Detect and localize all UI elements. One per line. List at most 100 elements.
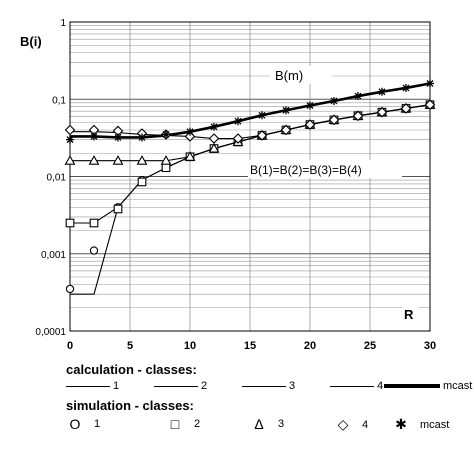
legend-simulation-title: simulation - classes: [66, 398, 194, 413]
x-tick-label: 10 [184, 340, 196, 352]
sim-point-2 [137, 177, 147, 187]
sim-point-3 [88, 155, 100, 165]
legend-calc-label-2: 2 [201, 380, 208, 392]
legend-line-sample [66, 385, 110, 387]
sim-point-4 [400, 103, 412, 114]
plot-frame [69, 21, 431, 332]
sim-point-4 [352, 110, 364, 122]
annotation-bm: B(m) [275, 68, 303, 83]
sim-point-4 [208, 133, 220, 144]
sim-point-4 [424, 99, 436, 110]
sim-point-mcast [66, 135, 74, 144]
sim-point-4 [64, 124, 76, 136]
x-tick-label: 0 [67, 340, 73, 352]
sim-point-4 [304, 119, 316, 130]
triangle-marker-icon: Δ [254, 416, 264, 432]
legend-sim-item-mcast: ✱ mcast [392, 416, 449, 433]
sim-point-mcast [330, 96, 338, 105]
sim-point-3 [136, 155, 148, 165]
legend-calc-label-3: 3 [289, 380, 296, 392]
calc-line-mcast [70, 82, 431, 139]
x-axis-label: R [404, 307, 414, 322]
sim-point-mcast [282, 106, 290, 115]
legend-calc-item-mcast: mcast [384, 380, 472, 392]
sim-point-mcast [402, 83, 410, 92]
sim-point-2 [65, 218, 75, 228]
square-marker-icon: □ [170, 416, 180, 432]
y-tick-label: 0,0001 [35, 327, 66, 338]
sim-point-3 [112, 155, 124, 165]
sim-point-mcast [210, 122, 218, 131]
star-marker-icon: ✱ [395, 416, 407, 432]
sim-point-4 [232, 133, 244, 144]
sim-point-mcast [186, 127, 194, 136]
grid [69, 22, 431, 332]
sim-point-mcast [258, 111, 266, 120]
legend-line-sample [330, 385, 374, 387]
sim-point-mcast [378, 87, 386, 96]
calc-line-4 [70, 104, 431, 140]
x-tick-label: 5 [127, 340, 133, 352]
x-tick-label: 15 [244, 340, 256, 352]
annotation-bg [248, 160, 402, 178]
y-tick-label: 1 [60, 18, 66, 29]
sim-point-mcast [162, 130, 170, 139]
sim-point-3 [160, 155, 172, 165]
legend-calc-item-1: 1 [66, 380, 119, 392]
y-tick-label: 0,1 [52, 95, 66, 106]
legend-calc-item-2: 2 [154, 380, 207, 392]
sim-point-3 [64, 155, 76, 165]
sim-point-mcast [138, 133, 146, 142]
sim-point-3 [208, 142, 220, 153]
legend-line-sample [154, 385, 198, 387]
sim-point-mcast [114, 133, 122, 142]
y-tick-label: 0,001 [41, 250, 66, 261]
legend-sim-label-1: 1 [94, 418, 101, 430]
y-tick-label: 0,01 [47, 173, 67, 184]
circle-marker-icon: O [69, 416, 81, 432]
legend-sim-label-3: 3 [278, 418, 285, 430]
sim-point-3 [184, 151, 196, 161]
sim-point-2 [89, 218, 99, 228]
legend-calculation-title: calculation - classes: [66, 362, 197, 377]
y-axis-label: B(i) [20, 34, 42, 49]
legend-line-sample [242, 385, 286, 387]
legend-thick-line-sample [384, 384, 440, 388]
legend-sim-item-4: ◇ 4 [334, 416, 369, 433]
annotation-b-equal: B(1)=B(2)=B(3)=B(4) [250, 163, 362, 177]
sim-point-mcast [354, 92, 362, 101]
annotation-bg [270, 66, 332, 84]
sim-point-1 [89, 246, 99, 255]
sim-point-mcast [426, 79, 434, 88]
diamond-marker-icon: ◇ [337, 416, 349, 432]
sim-point-4 [376, 106, 388, 118]
sim-point-mcast [90, 132, 98, 141]
sim-point-1 [65, 284, 75, 294]
sim-point-4 [328, 114, 340, 126]
sim-point-2 [113, 204, 123, 214]
x-tick-label: 25 [364, 340, 376, 352]
x-tick-label: 20 [304, 340, 316, 352]
sim-point-4 [280, 124, 292, 136]
sim-point-mcast [234, 117, 242, 126]
legend-calc-label-1: 1 [113, 380, 120, 392]
axes [69, 21, 431, 332]
x-axis-label-bg [402, 306, 418, 322]
legend-calc-item-4: 4 [330, 380, 383, 392]
legend-calc-label-mcast: mcast [443, 380, 473, 392]
legend-sim-item-2: □ 2 [166, 416, 200, 432]
sim-point-mcast [306, 101, 314, 110]
series-group [64, 79, 436, 295]
sim-point-2 [161, 163, 171, 173]
legend-calc-label-4: 4 [377, 380, 384, 392]
legend-sim-label-4: 4 [362, 418, 369, 431]
legend-sim-label-2: 2 [194, 418, 201, 430]
legend-sim-label-mcast: mcast [420, 418, 450, 431]
legend-calc-item-3: 3 [242, 380, 295, 392]
sim-point-4 [256, 130, 268, 141]
